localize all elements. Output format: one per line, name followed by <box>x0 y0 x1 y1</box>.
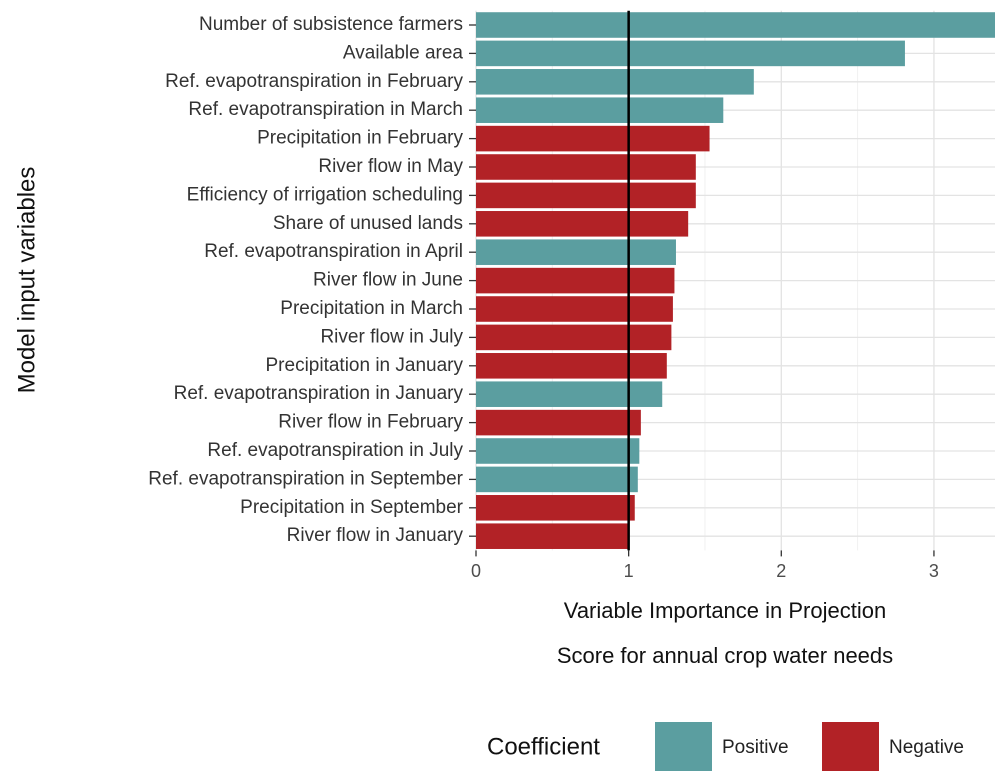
x-axis-title: Variable Importance in Projection <box>564 598 886 623</box>
x-tick-label: 0 <box>471 561 481 581</box>
x-tick-label: 1 <box>624 561 634 581</box>
y-axis-title: Model input variables <box>13 167 40 394</box>
legend-label: Positive <box>722 737 789 758</box>
bar <box>476 12 995 38</box>
x-tick-label: 3 <box>929 561 939 581</box>
legend-swatch <box>655 722 712 771</box>
x-tick-label: 2 <box>776 561 786 581</box>
bar <box>476 69 754 95</box>
y-tick-label: Ref. evapotranspiration in April <box>204 241 463 262</box>
bar <box>476 125 710 152</box>
x-axis-title: Score for annual crop water needs <box>557 643 893 668</box>
bar <box>476 523 629 549</box>
y-tick-label: Ref. evapotranspiration in July <box>207 440 463 461</box>
y-tick-label: Precipitation in January <box>266 355 464 376</box>
bar <box>476 409 641 436</box>
bar <box>476 381 663 407</box>
bar <box>476 239 676 265</box>
y-tick-label: Ref. evapotranspiration in March <box>188 99 463 120</box>
bar <box>476 324 672 351</box>
y-tick-label: River flow in June <box>313 270 463 291</box>
legend-title: Coefficient <box>487 733 600 760</box>
y-tick-label: Number of subsistence farmers <box>199 14 463 35</box>
y-tick-label: Ref. evapotranspiration in September <box>148 468 463 489</box>
legend-label: Negative <box>889 737 964 758</box>
y-tick-label: Share of unused lands <box>273 213 463 234</box>
bar <box>476 438 640 464</box>
bar <box>476 267 675 294</box>
bar <box>476 154 696 180</box>
bar <box>476 466 638 493</box>
y-tick-label: Precipitation in March <box>280 298 463 319</box>
y-tick-label: River flow in February <box>278 412 463 433</box>
y-tick-label: Available area <box>343 42 464 63</box>
bar <box>476 97 724 123</box>
bar <box>476 353 667 379</box>
y-tick-label: Precipitation in February <box>257 128 463 149</box>
y-tick-label: Efficiency of irrigation scheduling <box>187 184 463 205</box>
bar <box>476 182 696 209</box>
y-tick-label: Precipitation in September <box>240 497 464 518</box>
bar <box>476 495 635 521</box>
y-tick-label: River flow in January <box>287 525 464 546</box>
y-tick-label: River flow in May <box>318 156 463 177</box>
y-tick-label: River flow in July <box>320 326 463 347</box>
legend-swatch <box>822 722 879 771</box>
bar <box>476 296 673 322</box>
bar <box>476 211 689 237</box>
bar <box>476 40 905 67</box>
y-tick-label: Ref. evapotranspiration in February <box>165 71 463 92</box>
y-tick-label: Ref. evapotranspiration in January <box>174 383 464 404</box>
